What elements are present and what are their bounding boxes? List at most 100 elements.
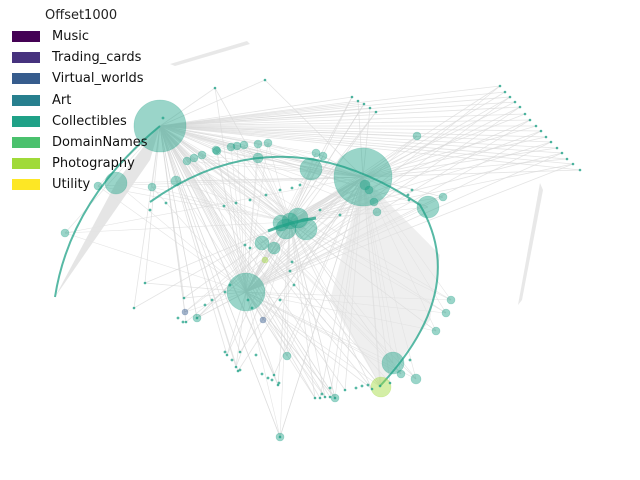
edge	[245, 291, 281, 438]
node	[234, 365, 238, 369]
legend-swatch	[12, 94, 40, 106]
node	[213, 86, 217, 90]
node	[226, 142, 236, 152]
node	[93, 181, 103, 191]
edge	[183, 221, 291, 299]
node	[259, 316, 267, 324]
node	[212, 146, 222, 156]
edge	[64, 221, 291, 234]
edge	[245, 242, 263, 293]
edge	[362, 107, 371, 178]
edge	[289, 184, 366, 223]
legend-label: Photography	[52, 156, 135, 172]
node	[549, 140, 553, 144]
edge	[289, 221, 373, 390]
edge	[286, 176, 364, 357]
node	[230, 358, 234, 362]
curved-edge	[54, 125, 161, 298]
node	[508, 95, 512, 99]
edge	[183, 291, 247, 299]
node	[252, 152, 264, 164]
node	[181, 308, 189, 316]
node	[272, 373, 276, 377]
edge	[159, 125, 275, 376]
node	[189, 153, 199, 163]
node	[555, 146, 559, 150]
edge	[289, 152, 317, 223]
edge	[193, 157, 291, 223]
legend-entry-photography: Photography	[12, 153, 148, 174]
edge	[151, 125, 161, 188]
node	[147, 182, 157, 192]
edge	[184, 176, 364, 313]
edge	[159, 125, 373, 390]
edge	[289, 189, 370, 223]
node	[278, 188, 282, 192]
edge	[214, 87, 247, 293]
legend-entry-utility: Utility	[12, 174, 148, 195]
edge	[159, 100, 359, 127]
node	[260, 372, 264, 376]
node	[278, 298, 282, 302]
node	[523, 112, 527, 116]
edge-bundle	[160, 126, 363, 177]
node	[408, 358, 412, 362]
node-layer	[60, 78, 582, 442]
edge	[159, 125, 326, 398]
node	[148, 208, 152, 212]
edge	[245, 176, 364, 293]
node	[176, 316, 180, 320]
node	[292, 283, 296, 287]
edge	[289, 111, 377, 223]
edge	[115, 182, 291, 223]
edge	[159, 125, 186, 313]
edge	[357, 100, 364, 178]
edge	[279, 221, 291, 438]
edge	[175, 176, 364, 182]
edge	[159, 107, 371, 127]
edge	[201, 154, 364, 178]
node	[243, 243, 247, 247]
edge	[159, 125, 581, 171]
node	[513, 100, 517, 104]
node	[338, 213, 342, 217]
node	[248, 198, 252, 202]
legend: Offset1000 Music Trading_cards Virtual_wor…	[12, 8, 148, 196]
node	[528, 118, 532, 122]
edge	[289, 141, 552, 223]
legend-entry-trading-cards: Trading_cards	[12, 47, 148, 68]
node	[164, 201, 168, 205]
edge	[216, 150, 364, 178]
node	[223, 350, 227, 354]
edge	[133, 176, 364, 309]
legend-label: Utility	[52, 177, 91, 193]
node	[253, 139, 263, 149]
node	[211, 145, 221, 155]
edge	[159, 96, 353, 127]
legend-entry-virtual-worlds: Virtual_worlds	[12, 68, 148, 89]
edge	[159, 125, 324, 157]
edge	[245, 291, 264, 321]
edge	[289, 130, 542, 223]
legend-label: DomainNames	[52, 135, 148, 151]
node	[406, 193, 410, 197]
edge	[230, 146, 247, 293]
edge	[257, 143, 364, 178]
edge	[289, 221, 326, 398]
node	[226, 272, 266, 312]
edge	[230, 146, 364, 178]
edge	[201, 154, 247, 293]
node	[438, 192, 448, 202]
legend-title: Offset1000	[45, 8, 118, 23]
node	[318, 208, 322, 212]
edge	[159, 87, 216, 127]
node	[560, 151, 564, 155]
edge	[289, 135, 418, 223]
node	[539, 129, 543, 133]
node	[410, 188, 414, 192]
node	[143, 281, 147, 285]
legend-swatch	[12, 179, 40, 191]
edge	[216, 150, 247, 293]
node	[250, 306, 254, 310]
node	[170, 175, 182, 187]
